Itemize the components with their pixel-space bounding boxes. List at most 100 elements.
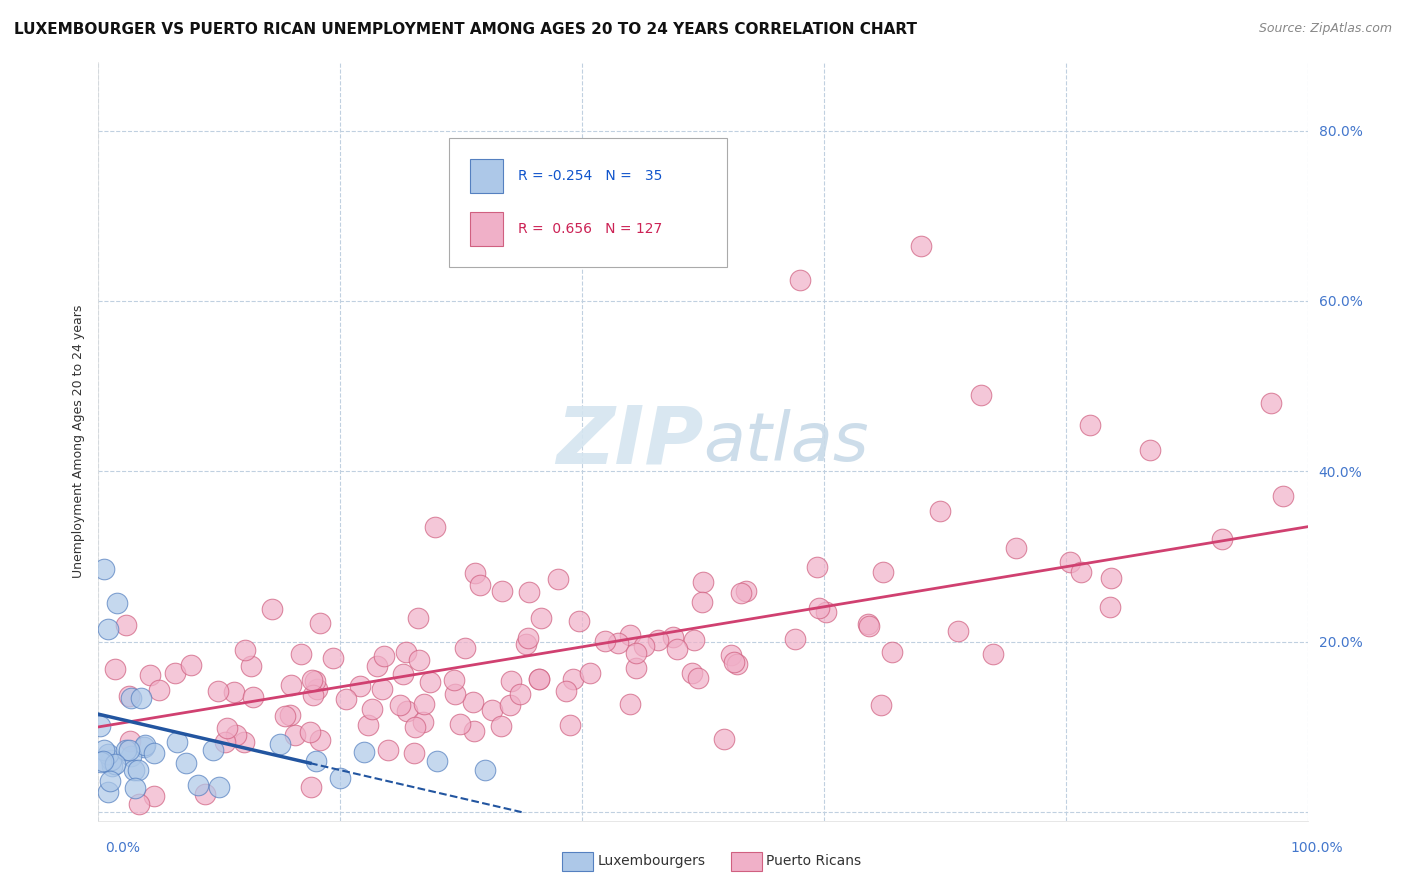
Point <box>269 737 291 751</box>
Point <box>105 596 128 610</box>
Point <box>547 573 569 587</box>
Point <box>783 632 806 646</box>
Point <box>284 728 307 742</box>
Point <box>406 611 429 625</box>
Point <box>593 633 616 648</box>
Point <box>517 584 540 599</box>
Point <box>928 503 950 517</box>
Point <box>856 616 879 631</box>
Point <box>1005 541 1028 555</box>
Point <box>690 595 713 609</box>
Point <box>225 728 247 742</box>
Point <box>515 637 537 651</box>
Point <box>290 648 312 662</box>
Point <box>371 682 394 697</box>
Point <box>661 630 683 644</box>
Point <box>735 583 758 598</box>
Point <box>419 675 441 690</box>
Point <box>517 632 540 646</box>
Point <box>307 681 329 696</box>
Point <box>304 674 326 689</box>
Text: R =  0.656   N = 127: R = 0.656 N = 127 <box>517 222 662 236</box>
Point <box>262 601 284 615</box>
Point <box>373 649 395 664</box>
Point <box>619 628 641 642</box>
Point <box>527 672 550 686</box>
Point <box>626 661 648 675</box>
Point <box>174 756 197 770</box>
Point <box>882 644 904 658</box>
Point <box>349 680 371 694</box>
Point <box>93 754 115 768</box>
Point <box>89 719 111 733</box>
Point <box>814 605 837 619</box>
Point <box>134 738 156 752</box>
Point <box>214 735 236 749</box>
Point <box>166 735 188 749</box>
FancyBboxPatch shape <box>449 138 727 268</box>
Point <box>470 577 492 591</box>
Point <box>633 639 655 653</box>
Point <box>1070 565 1092 579</box>
Point <box>443 673 465 687</box>
Point <box>392 667 415 681</box>
Point <box>449 717 471 731</box>
Point <box>647 633 669 648</box>
Point <box>463 724 485 739</box>
Point <box>101 759 124 773</box>
Point <box>98 774 121 789</box>
Point <box>139 668 162 682</box>
Point <box>807 601 830 615</box>
Point <box>720 648 742 662</box>
Text: Puerto Ricans: Puerto Ricans <box>766 854 862 868</box>
Point <box>124 781 146 796</box>
Point <box>529 672 551 686</box>
Point <box>872 566 894 580</box>
Point <box>666 642 689 657</box>
Point <box>681 666 703 681</box>
Point <box>322 651 344 665</box>
Point <box>104 662 127 676</box>
Point <box>302 688 325 702</box>
Point <box>1260 396 1282 410</box>
Point <box>97 747 120 762</box>
Point <box>201 743 224 757</box>
Point <box>404 746 426 760</box>
Point <box>530 611 553 625</box>
Point <box>309 732 332 747</box>
Point <box>90 755 112 769</box>
Point <box>626 646 648 660</box>
Point <box>474 763 496 777</box>
Point <box>426 754 449 768</box>
Point <box>120 691 142 706</box>
Point <box>100 753 122 767</box>
Point <box>1059 555 1081 569</box>
Point <box>114 618 136 632</box>
Text: 0.0%: 0.0% <box>105 841 141 855</box>
Point <box>93 742 115 756</box>
Point <box>143 789 166 803</box>
Point <box>122 763 145 777</box>
Point <box>280 678 302 692</box>
Point <box>413 697 436 711</box>
Point <box>423 520 446 534</box>
Point <box>396 704 419 718</box>
Point <box>1078 417 1101 432</box>
Point <box>118 690 141 704</box>
Point <box>274 708 297 723</box>
Point <box>806 560 828 574</box>
Point <box>444 687 467 701</box>
Point <box>683 632 706 647</box>
Point <box>120 748 142 763</box>
Point <box>361 701 384 715</box>
Point <box>607 636 630 650</box>
Point <box>187 778 209 792</box>
Text: ZIP: ZIP <box>555 402 703 481</box>
Point <box>180 657 202 672</box>
Point <box>412 714 434 729</box>
FancyBboxPatch shape <box>470 212 503 246</box>
Point <box>233 643 256 657</box>
Point <box>464 566 486 580</box>
Point <box>509 687 531 701</box>
Point <box>215 722 238 736</box>
